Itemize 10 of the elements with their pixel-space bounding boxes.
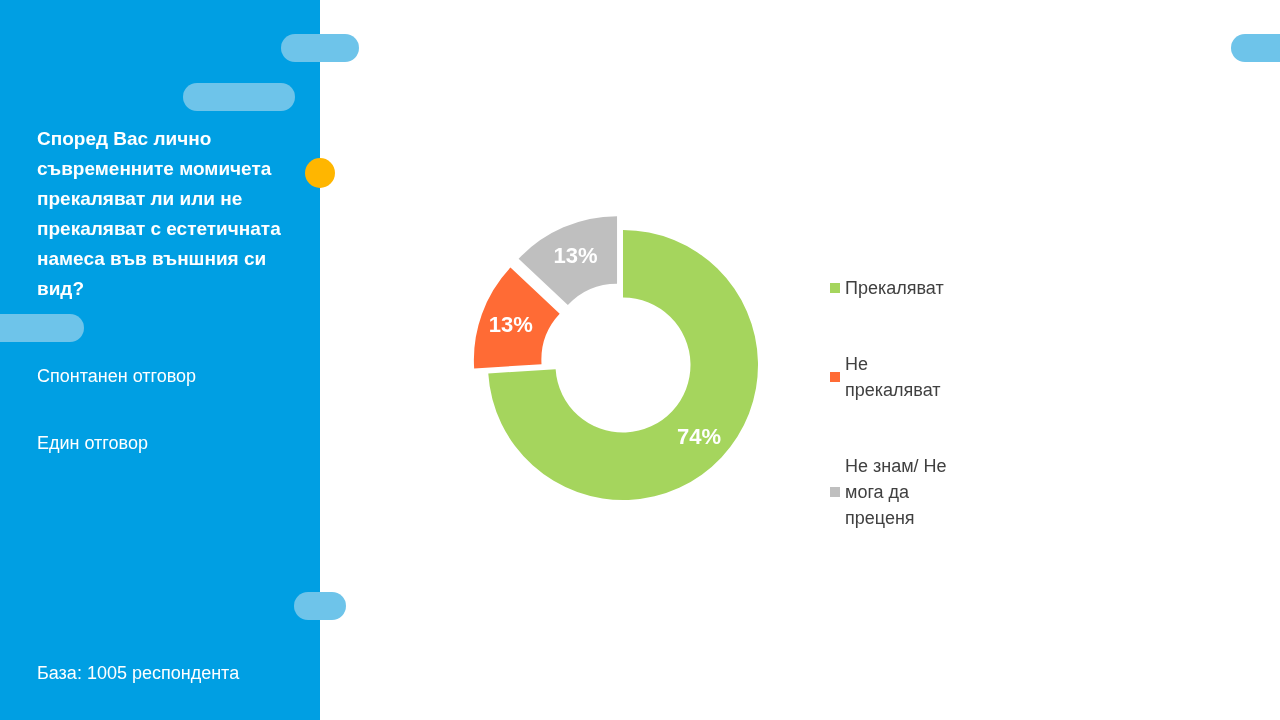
legend-label: Не прекаляват: [845, 354, 941, 400]
data-label: 74%: [676, 423, 722, 449]
data-label: 13%: [553, 243, 598, 269]
text: Спонтанен отговор: [37, 366, 197, 387]
data-label: 13%: [488, 312, 533, 338]
legend-label: Не знам/ Не мога да преценя: [845, 456, 952, 528]
legend-label: Прекаляват: [845, 278, 944, 298]
text: Един отговор: [37, 433, 148, 454]
text: Според Вас лично съвременните момичета прекаляват ли или не прекаляват с естетичната намеса във външния си вид?: [37, 127, 282, 301]
text: База: 1005 респондента: [37, 663, 240, 684]
